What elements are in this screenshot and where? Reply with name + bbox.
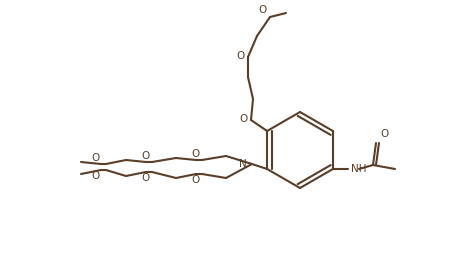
Text: O: O <box>237 51 245 61</box>
Text: O: O <box>141 173 149 183</box>
Text: O: O <box>92 171 100 181</box>
Text: O: O <box>380 129 388 139</box>
Text: O: O <box>191 175 199 185</box>
Text: NH: NH <box>351 164 366 174</box>
Text: N: N <box>239 159 247 169</box>
Text: O: O <box>141 151 149 161</box>
Text: O: O <box>259 5 267 15</box>
Text: O: O <box>191 149 199 159</box>
Text: O: O <box>240 114 248 124</box>
Text: O: O <box>92 153 100 163</box>
